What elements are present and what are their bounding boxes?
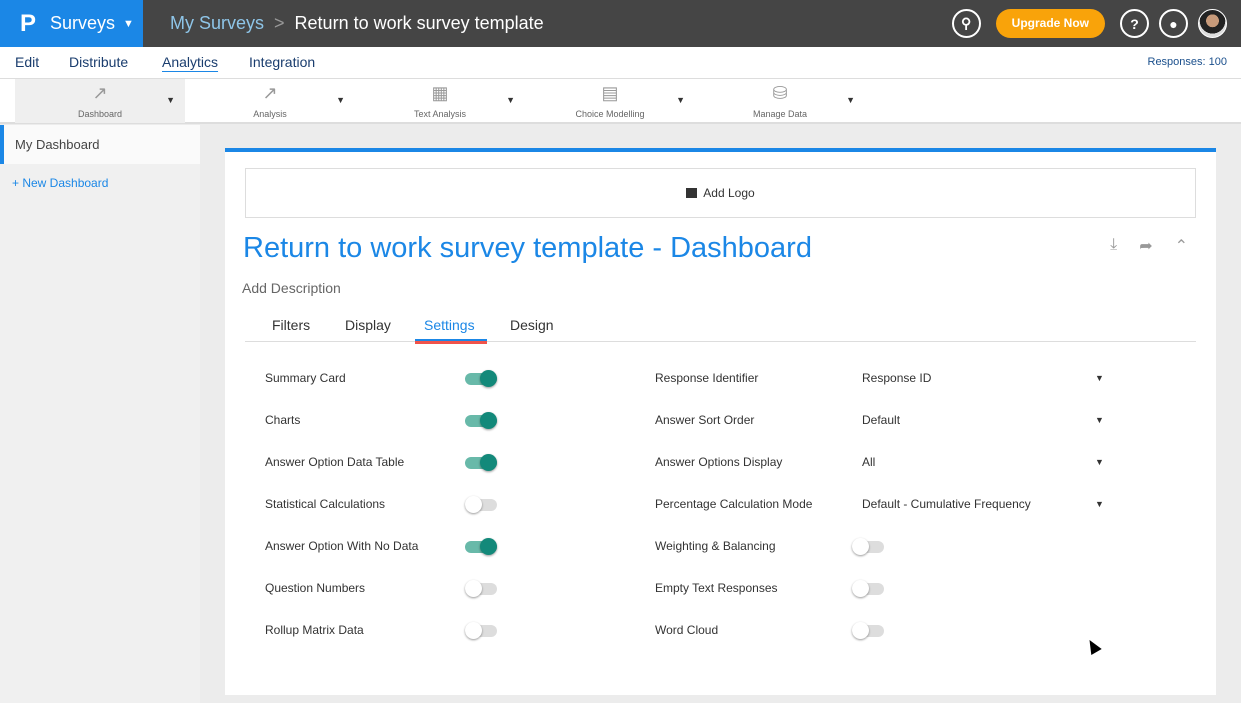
nav-edit[interactable]: Edit [15,54,40,70]
caret-down-icon[interactable]: ▼ [676,95,685,105]
setting-toggle[interactable] [852,538,884,555]
image-icon [686,188,698,198]
nav-distribute[interactable]: Distribute [69,54,129,70]
help-icon[interactable]: ? [1120,9,1149,38]
breadcrumb: My Surveys > Return to work survey templat… [170,13,544,34]
setting-label: Percentage Calculation Mode [655,497,813,511]
brand-logo: P [20,9,37,37]
setting-label: Word Cloud [655,623,719,637]
setting-label: Answer Options Display [655,455,783,469]
page-title[interactable]: Return to work survey template - Dashboa… [243,232,812,264]
tab-settings[interactable]: Settings [424,317,475,333]
setting-toggle[interactable] [465,496,497,513]
settings-tabs: Filters Display Settings Design [245,312,1196,344]
setting-label: Weighting & Balancing [655,539,776,553]
toolbar-label: Dashboard [77,109,123,119]
add-logo-button[interactable]: Add Logo [245,168,1196,218]
caret-down-icon[interactable]: ▼ [336,95,345,105]
share-icon[interactable]: ➦ [1139,238,1153,255]
toolbar-label: Text Analysis [413,109,467,119]
setting-label: Summary Card [265,371,346,385]
setting-label: Answer Option Data Table [265,455,405,469]
caret-down-icon: ▼ [123,17,134,30]
main-nav: Edit Distribute Analytics Integration Re… [0,47,1241,79]
chevron-right-icon: > [274,13,285,33]
new-dashboard-link[interactable]: + New Dashboard [12,176,109,190]
sidebar: My Dashboard + New Dashboard [0,125,200,703]
setting-toggle[interactable] [852,622,884,639]
caret-down-icon[interactable]: ▼ [1095,415,1104,425]
top-bar: P Surveys ▼ My Surveys > Return to work su… [0,0,1241,47]
toolbar-text-analysis[interactable]: ▦ Text Analysis ▼ [355,79,525,123]
setting-toggle[interactable] [465,538,497,555]
sidebar-item-my-dashboard[interactable]: My Dashboard [0,125,200,164]
upgrade-now-button[interactable]: Upgrade Now [995,9,1105,38]
setting-label: Charts [265,413,301,427]
setting-label: Empty Text Responses [655,581,778,595]
setting-toggle[interactable] [465,454,497,471]
setting-toggle[interactable] [465,370,497,387]
surveys-menu[interactable]: P Surveys ▼ [0,0,143,47]
search-icon[interactable]: ⚲ [951,9,981,38]
analytics-toolbar: ↗ Dashboard ▼ ↗ Analysis ▼ ▦ Text Analysis ▼ ▤… [0,79,1241,124]
line-chart-icon: ↗ [92,83,108,103]
product-name: Surveys [50,13,116,33]
setting-dropdown[interactable]: All [862,455,876,469]
choice-modelling-icon: ▤ [601,83,619,103]
caret-down-icon[interactable]: ▼ [506,95,515,105]
bell-icon[interactable]: ● [1159,9,1188,38]
setting-label: Question Numbers [265,581,366,595]
dashboard-card: Add Logo Return to work survey template … [225,148,1216,695]
breadcrumb-my-surveys[interactable]: My Surveys [170,13,265,33]
setting-toggle[interactable] [852,580,884,597]
caret-down-icon[interactable]: ▼ [846,95,855,105]
setting-label: Response Identifier [655,371,759,385]
toolbar-label: Choice Modelling [575,109,645,119]
avatar[interactable] [1198,9,1227,38]
setting-label: Answer Sort Order [655,413,755,427]
setting-label: Answer Option With No Data [265,539,419,553]
caret-down-icon[interactable]: ▼ [1095,457,1104,467]
setting-toggle[interactable] [465,580,497,597]
toolbar-label: Analysis [253,109,287,119]
collapse-icon[interactable]: ⌃ [1174,238,1188,255]
add-description[interactable]: Add Description [242,280,341,296]
toolbar-dashboard[interactable]: ↗ Dashboard ▼ [15,79,185,123]
tab-display[interactable]: Display [345,317,391,333]
responses-count: Responses: 100 [1147,56,1228,68]
tab-filters[interactable]: Filters [272,317,311,333]
database-icon: ⛁ [772,83,788,103]
toolbar-choice-modelling[interactable]: ▤ Choice Modelling ▼ [525,79,695,123]
setting-toggle[interactable] [465,412,497,429]
caret-down-icon[interactable]: ▼ [1095,373,1104,383]
caret-down-icon[interactable]: ▼ [166,95,175,105]
setting-toggle[interactable] [465,622,497,639]
active-tab-indicator [415,339,487,344]
text-analysis-icon: ▦ [431,83,449,103]
setting-dropdown[interactable]: Response ID [862,371,932,385]
toolbar-label: Manage Data [752,109,808,119]
download-icon[interactable]: ⤓ [1110,236,1118,253]
setting-label: Rollup Matrix Data [265,623,364,637]
setting-dropdown[interactable]: Default [862,413,901,427]
toolbar-analysis[interactable]: ↗ Analysis ▼ [185,79,355,123]
setting-dropdown[interactable]: Default - Cumulative Frequency [862,497,1031,511]
toolbar-manage-data[interactable]: ⛁ Manage Data ▼ [695,79,865,123]
nav-analytics[interactable]: Analytics [162,54,219,70]
analysis-chart-icon: ↗ [262,83,278,103]
breadcrumb-current: Return to work survey template [294,13,544,33]
tab-design[interactable]: Design [510,317,554,333]
nav-integration[interactable]: Integration [249,54,316,70]
caret-down-icon[interactable]: ▼ [1095,499,1104,509]
setting-label: Statistical Calculations [265,497,386,511]
add-logo-label: Add Logo [703,186,755,200]
